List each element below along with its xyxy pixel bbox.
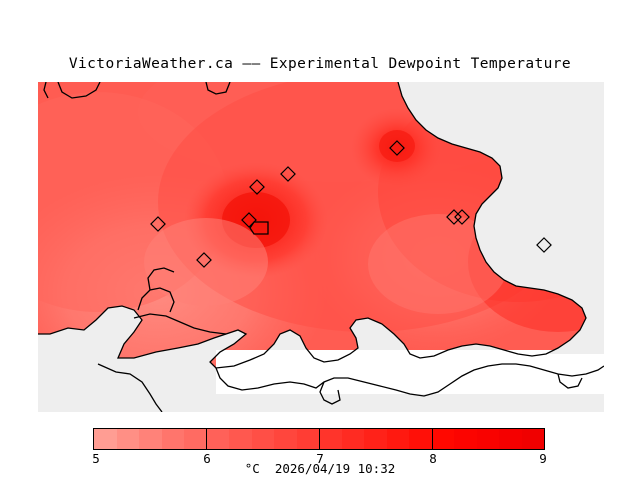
station-markers[interactable] <box>150 140 552 268</box>
page-title: VictoriaWeather.ca —— Experimental Dewpo… <box>68 56 572 72</box>
colorbar-label-0: 5 <box>92 451 100 466</box>
colorbar-swatch-3 <box>161 429 184 449</box>
colorbar-label-4: 9 <box>539 451 547 466</box>
colorbar-tick-7 <box>319 428 320 450</box>
colorbar-swatch-18 <box>499 429 522 449</box>
colorbar-swatch-15 <box>431 429 454 449</box>
colorbar-swatch-5 <box>206 429 229 449</box>
colorbar-tick-6 <box>206 428 207 450</box>
station-marker[interactable] <box>536 237 552 253</box>
colorbar-swatch-1 <box>116 429 139 449</box>
colorbar-swatch-8 <box>274 429 297 449</box>
colorbar-gradient[interactable] <box>93 428 545 450</box>
colorbar-label-3: 8 <box>429 451 437 466</box>
dewpoint-contour-map[interactable] <box>38 82 604 412</box>
station-marker[interactable] <box>280 166 296 182</box>
colorbar-tick-8 <box>432 428 433 450</box>
colorbar-swatch-4 <box>184 429 207 449</box>
colorbar-swatch-9 <box>296 429 319 449</box>
colorbar-swatch-16 <box>454 429 477 449</box>
colorbar-swatch-6 <box>229 429 252 449</box>
station-marker[interactable] <box>150 216 166 232</box>
colorbar-swatch-10 <box>319 429 342 449</box>
colorbar-swatch-19 <box>521 429 544 449</box>
colorbar-label-1: 6 <box>203 451 211 466</box>
colorbar-swatch-2 <box>139 429 162 449</box>
colorbar-swatch-12 <box>364 429 387 449</box>
station-marker[interactable] <box>389 140 405 156</box>
sea-northeast <box>398 82 604 354</box>
colorbar-label-2: 7 <box>316 451 324 466</box>
colorbar-caption: °C 2026/04/19 10:32 <box>244 461 396 476</box>
station-marker[interactable] <box>249 179 265 195</box>
map-panel[interactable] <box>38 82 604 412</box>
station-marker[interactable] <box>196 252 212 268</box>
colorbar-swatch-13 <box>386 429 409 449</box>
nodata-band <box>216 350 604 394</box>
coastline <box>38 82 604 412</box>
colorbar-swatch-11 <box>341 429 364 449</box>
station-region-outline[interactable] <box>249 221 269 235</box>
station-marker[interactable] <box>446 209 462 225</box>
colorbar-swatch-0 <box>94 429 117 449</box>
station-marker[interactable] <box>454 209 470 225</box>
colorbar[interactable] <box>93 428 545 450</box>
colorbar-swatch-7 <box>251 429 274 449</box>
colorbar-swatch-17 <box>476 429 499 449</box>
colorbar-swatch-14 <box>409 429 432 449</box>
